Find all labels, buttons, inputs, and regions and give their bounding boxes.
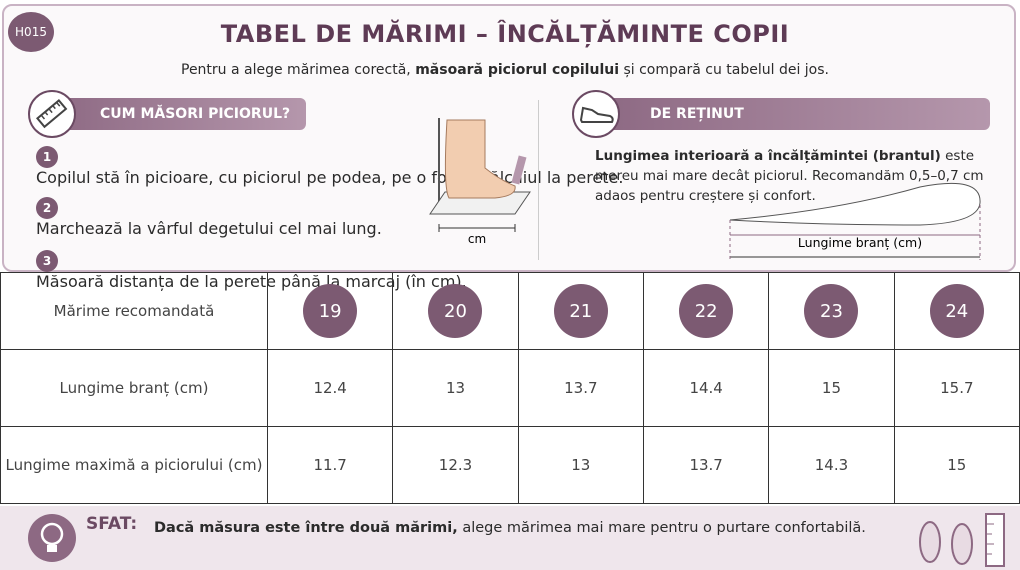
footprints-icon <box>919 513 1005 567</box>
tip-bold: Dacă măsura este între două mărimi, <box>154 520 458 536</box>
tip-label: SFAT: <box>86 514 138 534</box>
section-ribbon: DE REȚINUT <box>600 98 990 130</box>
size-value: 22 <box>679 284 734 338</box>
value-cell: 12.4 <box>266 349 394 427</box>
value-cell: 12.3 <box>392 426 519 504</box>
table-row: Lungime maximă a piciorului (cm) 11.7 12.3… <box>0 426 1020 504</box>
diagram-label: cm <box>468 232 486 246</box>
note-text: este mereu mai mare decât piciorul. Reco… <box>595 148 984 204</box>
divider <box>538 100 539 260</box>
size-cell: 21 <box>517 272 644 350</box>
size-cell: 24 <box>893 272 1020 350</box>
size-value: 24 <box>929 284 984 338</box>
foot-diagram: cm <box>429 118 531 246</box>
step-text: Copilul stă în picioare, cu piciorul pe … <box>36 168 624 187</box>
row-label: Lungime maximă a piciorului (cm) <box>0 426 268 504</box>
tip-text: alege mărimea mai mare pentru o purtare … <box>457 520 866 536</box>
info-panel <box>2 4 1016 272</box>
step-number: 1 <box>36 146 58 168</box>
value-cell: 13 <box>517 426 644 504</box>
shoe-icon <box>572 90 620 138</box>
note-bold: Lungimea interioară a încălțămintei (bra… <box>595 148 941 164</box>
diagram-label: Lungime branț (cm) <box>798 235 922 250</box>
value-cell: 13 <box>392 349 519 427</box>
shoe-glyph <box>579 106 614 123</box>
row-label: Lungime branț (cm) <box>0 349 268 427</box>
badge: H015 <box>8 12 54 52</box>
tip: Dacă măsura este între două mărimi, aleg… <box>154 520 866 536</box>
table-row: Lungime branț (cm) 12.4 13 13.7 14.4 15 15.7 <box>0 349 1020 427</box>
value-cell: 13.7 <box>517 349 644 427</box>
size-cell: 23 <box>768 272 895 350</box>
value-cell: 13.7 <box>642 426 770 504</box>
title: TABEL DE MĂRIMI – ÎNCĂLȚĂMINTE COPII <box>220 20 790 48</box>
insole-diagram: Lungime branț (cm) <box>729 182 981 260</box>
subtitle-text: Pentru a alege mărimea corectă, <box>181 62 416 78</box>
value-cell: 15 <box>893 426 1020 504</box>
size-value: 21 <box>553 284 608 338</box>
note: Lungimea interioară a încălțămintei (bra… <box>595 146 995 206</box>
bulb-icon <box>28 514 76 562</box>
size-cell: 22 <box>642 272 770 350</box>
value-cell: 15.7 <box>893 349 1020 427</box>
row-label: Mărime recomandată <box>0 272 268 350</box>
step: 2 Marchează la vârful degetului cel mai l… <box>36 197 623 238</box>
subtitle-bold: măsoară piciorul copilului <box>415 62 620 78</box>
size-value: 23 <box>804 284 859 338</box>
size-table: Mărime recomandată 19 20 21 22 23 24 Lungime br… <box>0 272 1020 504</box>
value-cell: 14.4 <box>642 349 770 427</box>
value-cell: 14.3 <box>768 426 895 504</box>
step-number: 3 <box>36 250 58 272</box>
value-cell: 15 <box>768 349 895 427</box>
table-row: Mărime recomandată 19 20 21 22 23 24 <box>0 272 1020 350</box>
size-cell: 19 <box>266 272 394 350</box>
ruler-glyph <box>36 98 68 129</box>
ruler-icon <box>28 90 76 138</box>
size-value: 20 <box>428 284 483 338</box>
value-cell: 11.7 <box>266 426 394 504</box>
footer: SFAT: Dacă măsura este între două mărimi… <box>0 506 1020 570</box>
step-number: 2 <box>36 197 58 219</box>
size-value: 19 <box>303 284 358 338</box>
subtitle: Pentru a alege mărimea corectă, măsoară … <box>0 62 1010 78</box>
subtitle-text: și compară cu tabelul dei jos. <box>619 62 829 78</box>
size-cell: 20 <box>392 272 519 350</box>
section-ribbon: CUM MĂSORI PICIORUL? <box>50 98 306 130</box>
step-text: Marchează la vârful degetului cel mai lu… <box>36 219 382 238</box>
step: 1 Copilul stă în picioare, cu piciorul pe… <box>36 146 623 187</box>
